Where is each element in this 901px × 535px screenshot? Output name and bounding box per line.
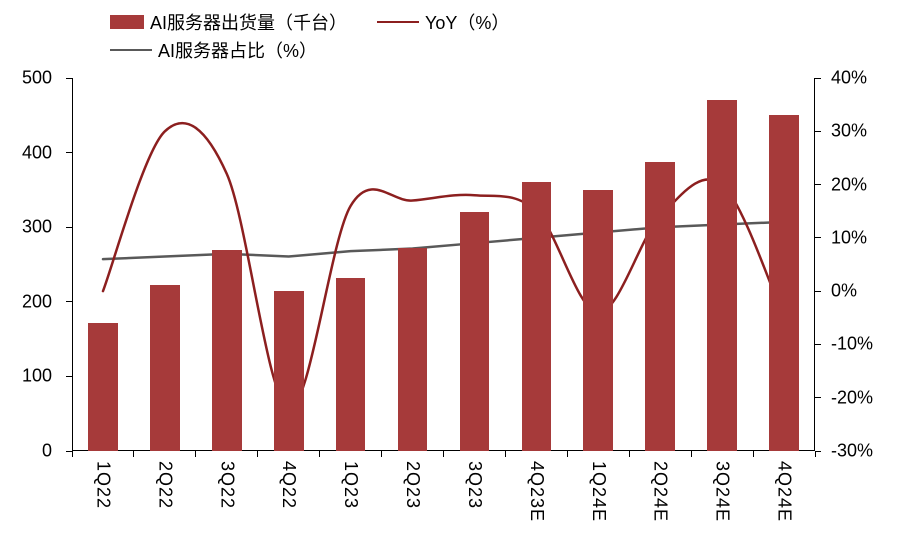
- legend-label: YoY（%）: [425, 9, 509, 35]
- y-axis-right-labels: -30%-20%-10%0%10%20%30%40%: [823, 78, 901, 451]
- bar: [150, 285, 180, 451]
- legend-item-bars: AI服务器出货量（千台）: [110, 8, 347, 36]
- bar: [645, 162, 675, 451]
- x-category-label: 4Q24E: [774, 461, 795, 522]
- y-right-tick-label: 30%: [831, 121, 867, 142]
- y-right-tick: [815, 184, 821, 185]
- y-right-tick-label: 40%: [831, 68, 867, 89]
- x-category-label: 1Q22: [92, 461, 113, 509]
- axis-right: [814, 78, 815, 451]
- y-left-tick-label: 300: [22, 217, 52, 238]
- bar: [398, 248, 428, 451]
- bar: [336, 278, 366, 451]
- y-left-tick-label: 100: [22, 366, 52, 387]
- bar: [460, 212, 490, 451]
- x-category-label: 3Q22: [216, 461, 237, 509]
- y-right-tick: [815, 78, 821, 79]
- x-category-label: 2Q24E: [650, 461, 671, 522]
- bar: [522, 182, 552, 451]
- y-right-tick: [815, 397, 821, 398]
- x-category-label: 2Q23: [402, 461, 423, 509]
- line-share: [103, 222, 784, 259]
- x-category-label: 1Q24E: [588, 461, 609, 522]
- y-right-tick-label: -30%: [831, 441, 873, 462]
- chart-container: AI服务器出货量（千台） YoY（%） AI服务器占比（%） 0 100 200 30…: [0, 0, 901, 535]
- y-right-tick: [815, 291, 821, 292]
- y-right-tick-label: 20%: [831, 174, 867, 195]
- y-left-tick-label: 500: [22, 68, 52, 89]
- x-axis-labels: 1Q22 2Q22 3Q22 4Q22 1Q23 2Q23 3Q23 4Q23E 1Q24E 2Q…: [72, 455, 815, 535]
- plot-area: [72, 78, 815, 451]
- bar: [583, 190, 613, 451]
- y-right-tick: [815, 344, 821, 345]
- x-category-label: 1Q23: [340, 461, 361, 509]
- legend-item-yoy: YoY（%）: [377, 8, 509, 36]
- legend: AI服务器出货量（千台） YoY（%） AI服务器占比（%）: [110, 8, 810, 64]
- bar: [88, 323, 118, 451]
- y-left-tick-label: 200: [22, 291, 52, 312]
- legend-item-share: AI服务器占比（%）: [110, 36, 317, 64]
- line-yoy: [103, 123, 784, 408]
- y-right-tick-label: 10%: [831, 227, 867, 248]
- y-left-tick-label: 400: [22, 142, 52, 163]
- axis-left: [72, 78, 73, 451]
- y-left-tick-label: 0: [42, 441, 52, 462]
- x-category-label: 4Q23E: [526, 461, 547, 522]
- y-right-tick-label: -10%: [831, 334, 873, 355]
- legend-swatch-line: [377, 21, 419, 23]
- line-overlay: [72, 78, 815, 451]
- legend-label: AI服务器占比（%）: [158, 37, 317, 63]
- y-right-tick-label: -20%: [831, 387, 873, 408]
- bar: [707, 100, 737, 451]
- legend-swatch-line: [110, 49, 152, 51]
- legend-swatch-bar: [110, 15, 144, 29]
- bar: [212, 250, 242, 451]
- y-axis-left-labels: 0100200300400500: [0, 78, 60, 451]
- x-category-label: 3Q24E: [712, 461, 733, 522]
- legend-label: AI服务器出货量（千台）: [150, 9, 347, 35]
- bar: [769, 115, 799, 451]
- y-right-tick: [815, 131, 821, 132]
- y-right-tick: [815, 237, 821, 238]
- y-right-tick: [815, 451, 821, 452]
- x-category-label: 2Q22: [154, 461, 175, 509]
- x-category-label: 3Q23: [464, 461, 485, 509]
- bar: [274, 291, 304, 451]
- x-category-label: 4Q22: [278, 461, 299, 509]
- y-right-tick-label: 0%: [831, 281, 857, 302]
